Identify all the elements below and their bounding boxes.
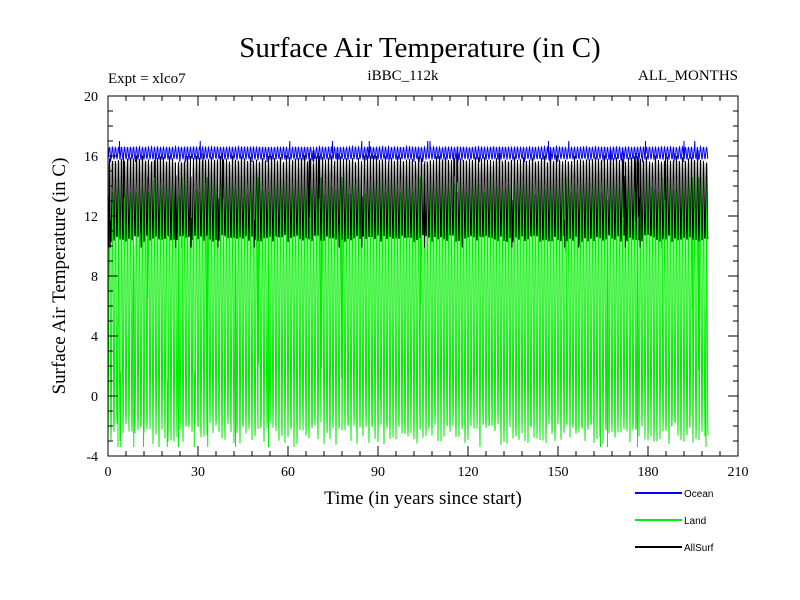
legend-label-ocean: Ocean [684, 489, 713, 500]
x-tick-label: 90 [371, 465, 385, 480]
legend-label-allsurf: AllSurf [684, 543, 714, 554]
x-axis-label: Time (in years since start) [324, 488, 522, 509]
series-line-allsurf [107, 152, 709, 248]
series-layer [107, 140, 709, 448]
ticks-layer [107, 95, 739, 457]
y-tick-label: -4 [86, 450, 98, 465]
series-line-ocean [107, 140, 709, 163]
legend: Ocean Land AllSurf [635, 489, 714, 554]
subtitle-left: Expt = xlco7 [108, 71, 186, 87]
y-tick-label: 8 [91, 270, 98, 285]
y-tick-label: 12 [84, 210, 98, 225]
subtitle-right: ALL_MONTHS [638, 68, 738, 84]
x-tick-label: 180 [638, 465, 659, 480]
x-tick-label: 0 [105, 465, 112, 480]
series-line-land [107, 176, 709, 448]
y-tick-label: 0 [91, 390, 98, 405]
tick-labels: 0 30 60 90 120 150 180 210 -4 0 4 8 12 16 20 [84, 90, 749, 480]
legend-label-land: Land [684, 516, 706, 527]
chart-title: Surface Air Temperature (in C) [239, 32, 600, 64]
x-tick-label: 210 [728, 465, 749, 480]
subtitle-center: iBBC_112k [367, 68, 439, 84]
y-tick-label: 20 [84, 90, 98, 105]
x-tick-label: 30 [191, 465, 205, 480]
y-tick-label: 16 [84, 150, 98, 165]
x-tick-label: 60 [281, 465, 295, 480]
y-tick-label: 4 [91, 330, 98, 345]
x-tick-label: 120 [458, 465, 479, 480]
x-tick-label: 150 [548, 465, 569, 480]
y-axis-label: Surface Air Temperature (in C) [49, 158, 70, 395]
